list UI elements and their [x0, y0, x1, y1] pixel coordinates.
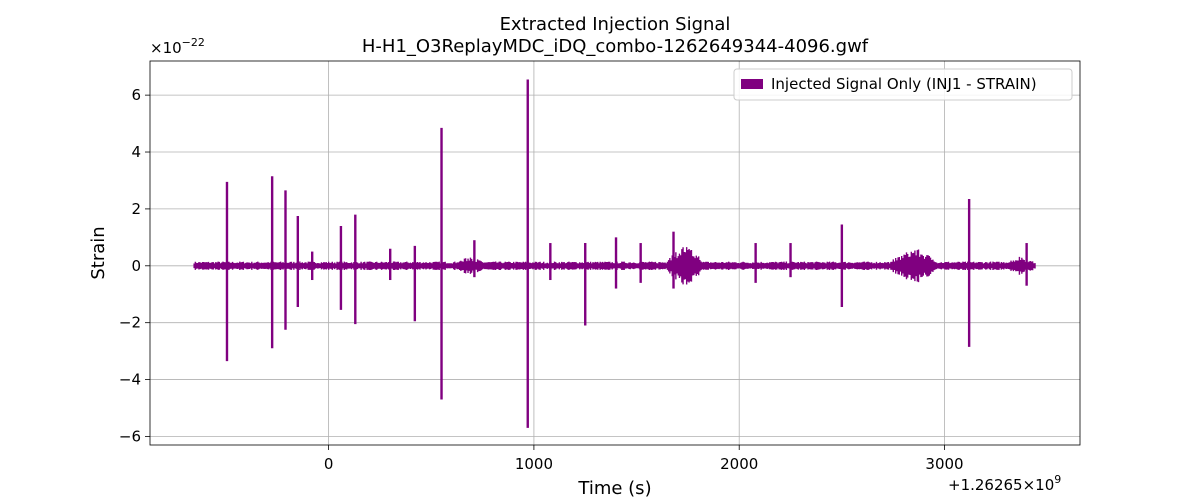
legend-swatch	[741, 79, 763, 89]
x-tick-label: 1000	[515, 455, 553, 473]
ticks: 0 1000 2000 3000 −6 −4 −2 0 2 4 6	[119, 86, 964, 473]
x-tick-label: 2000	[720, 455, 758, 473]
y-tick-label: 4	[131, 143, 141, 161]
y-tick-label: −2	[119, 314, 141, 332]
x-offset-label: +1.26265×109	[948, 473, 1061, 494]
series-layer	[193, 79, 1036, 428]
y-tick-label: 6	[131, 86, 141, 104]
y-scale-base: ×10	[150, 39, 182, 57]
x-offset-base: +1.26265×10	[948, 476, 1054, 494]
x-tick-label: 3000	[925, 455, 963, 473]
y-tick-label: 2	[131, 200, 141, 218]
legend: Injected Signal Only (INJ1 - STRAIN)	[733, 68, 1073, 101]
y-tick-label: −4	[119, 371, 141, 389]
x-tick-label: 0	[324, 455, 334, 473]
y-scale-label: ×10−22	[150, 36, 205, 57]
y-axis-label: Strain	[88, 226, 109, 279]
signal-series	[193, 79, 1036, 428]
legend-label: Injected Signal Only (INJ1 - STRAIN)	[771, 75, 1037, 93]
y-tick-label: 0	[131, 257, 141, 275]
x-axis-label: Time (s)	[577, 478, 651, 499]
legend-box	[733, 68, 1073, 101]
y-tick-label: −6	[119, 427, 141, 445]
y-scale-exponent: −22	[182, 36, 205, 49]
plot-frame	[149, 60, 1081, 446]
chart-title: Extracted Injection Signal	[500, 14, 731, 35]
chart-subtitle: H-H1_O3ReplayMDC_iDQ_combo-1262649344-40…	[362, 36, 869, 57]
x-offset-exponent: 9	[1054, 473, 1061, 486]
